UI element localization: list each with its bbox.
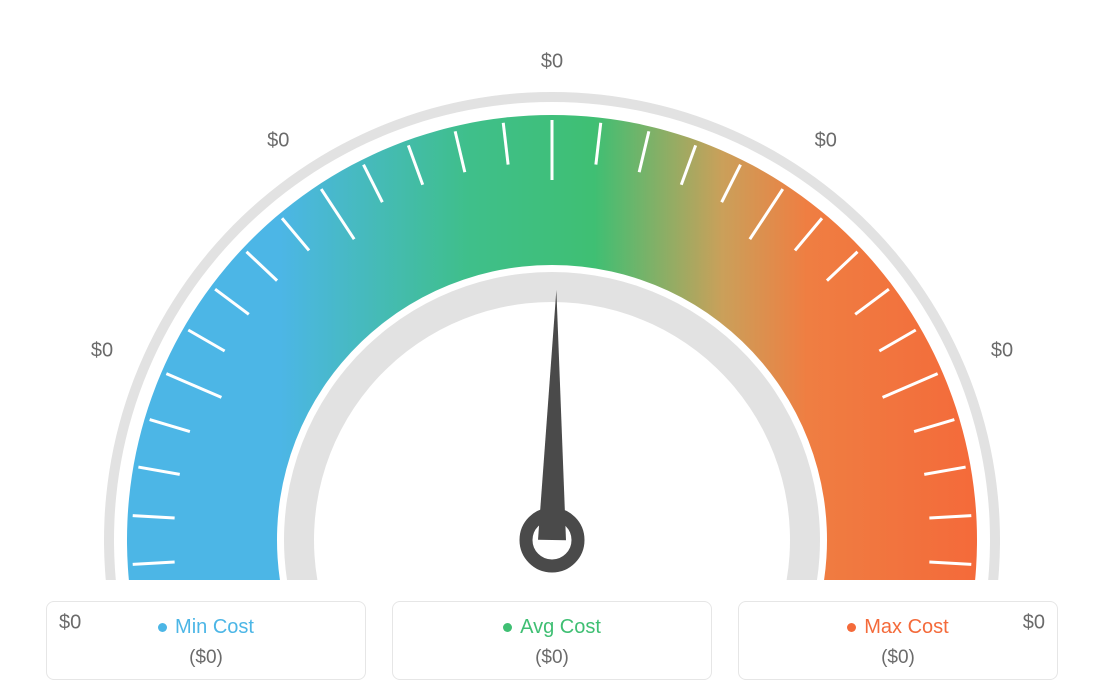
legend-dot-min	[158, 623, 167, 632]
gauge-tick-label: $0	[91, 339, 113, 362]
gauge-svg	[52, 20, 1052, 580]
gauge-needle	[538, 290, 566, 540]
legend-title-max: Max Cost	[864, 616, 948, 639]
gauge-tick-label: $0	[815, 129, 837, 152]
legend-value-max: ($0)	[749, 647, 1047, 669]
gauge-tick-label: $0	[267, 129, 289, 152]
legend-row: Min Cost ($0) Avg Cost ($0) Max Cost ($0…	[0, 601, 1104, 680]
legend-dot-max	[847, 623, 856, 632]
legend-card-max: Max Cost ($0)	[738, 601, 1058, 680]
legend-dot-avg	[503, 623, 512, 632]
legend-card-min: Min Cost ($0)	[46, 601, 366, 680]
legend-value-avg: ($0)	[403, 647, 701, 669]
legend-title-avg: Avg Cost	[520, 616, 601, 639]
legend-value-min: ($0)	[57, 647, 355, 669]
gauge-tick-label: $0	[541, 51, 563, 74]
gauge-container: $0$0$0$0$0$0$0	[52, 20, 1052, 560]
legend-card-avg: Avg Cost ($0)	[392, 601, 712, 680]
legend-title-min: Min Cost	[175, 616, 254, 639]
gauge-tick-label: $0	[991, 339, 1013, 362]
